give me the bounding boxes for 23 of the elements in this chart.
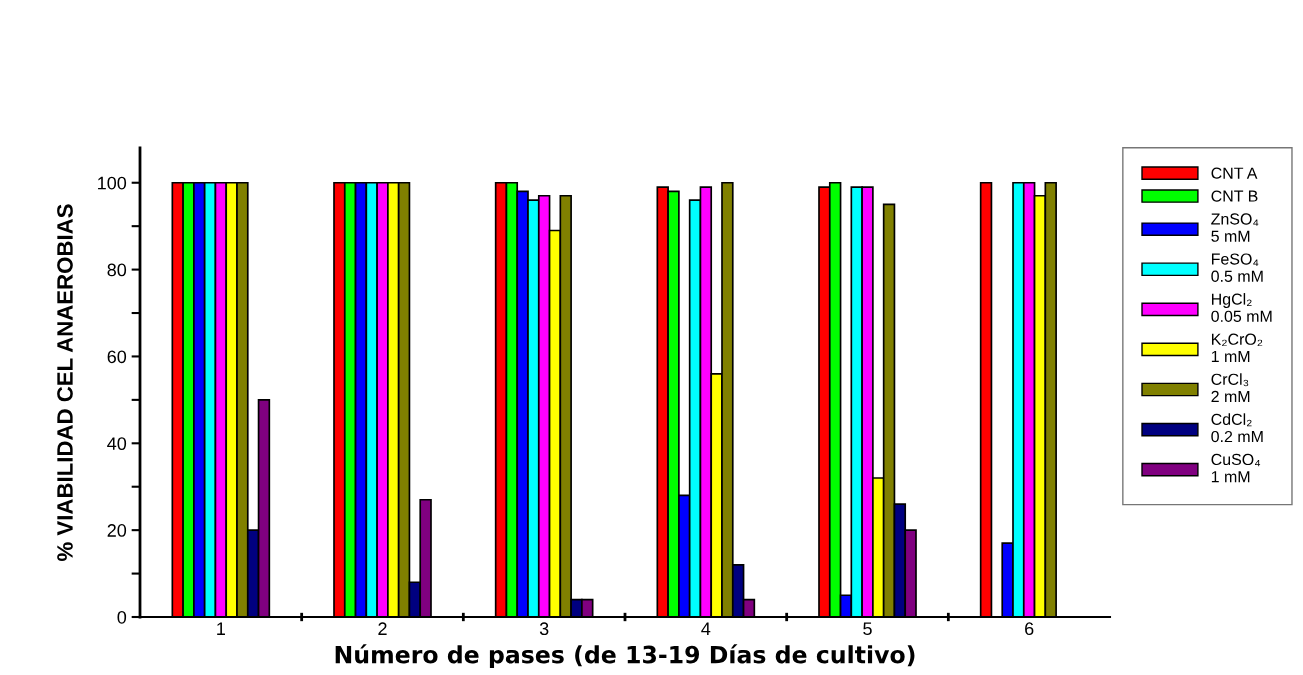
legend-label: FeSO₄ 0.5 mM xyxy=(1211,253,1263,282)
x-axis-title: Número de pases (de 13-19 Días de cultivo) xyxy=(335,644,915,669)
legend-label: CNT A xyxy=(1211,167,1258,179)
legend-label: ZnSO₄ 5 mM xyxy=(1211,213,1259,242)
legend-label: CrCl₃ 2 mM xyxy=(1211,373,1250,402)
x-tick-label: 4 xyxy=(701,622,711,635)
x-tick-label: 2 xyxy=(378,622,387,635)
y-tick-label: 0 xyxy=(117,610,127,624)
legend-label: CuSO₄ 1 mM xyxy=(1211,453,1261,483)
x-tick-label: 5 xyxy=(863,622,872,636)
x-tick-label: 3 xyxy=(539,622,549,636)
x-tick-label: 6 xyxy=(1025,622,1034,636)
y-tick-label: 60 xyxy=(107,350,127,364)
y-axis-title: % VIABILIDAD CEL ANAEROBIAS xyxy=(57,204,73,561)
y-tick-label: 100 xyxy=(98,176,127,190)
y-tick-label: 40 xyxy=(107,437,127,451)
legend-label: K₂CrO₂ 1 mM xyxy=(1211,333,1263,362)
legend-label: CdCl₂ 0.2 mM xyxy=(1211,413,1263,443)
y-tick-label: 80 xyxy=(107,263,127,277)
legend-label: HgCl₂ 0.05 mM xyxy=(1211,293,1272,322)
y-tick-label: 20 xyxy=(107,524,127,537)
x-tick-label: 1 xyxy=(217,622,225,635)
legend-label: CNT B xyxy=(1211,190,1258,202)
